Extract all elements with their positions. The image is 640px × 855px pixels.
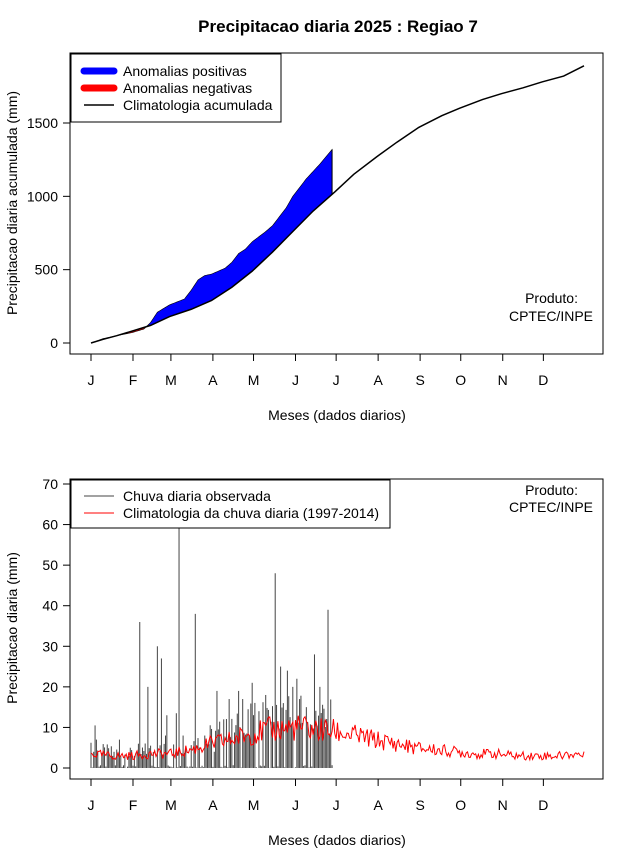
y-tick-label-bottom: 40 <box>42 598 58 614</box>
y-axis-bottom: 0 10 20 30 40 50 60 70 <box>42 476 71 776</box>
y-axis: 0 500 1000 1500 <box>27 115 71 351</box>
x-tick-label: A <box>373 372 383 388</box>
y-tick-label-bottom: 60 <box>42 517 58 533</box>
x-tick-label-bottom: M <box>248 797 260 813</box>
x-tick-label: J <box>333 372 340 388</box>
y-tick-label: 500 <box>35 262 59 278</box>
legend-bottom: Chuva diaria observada Climatologia da c… <box>70 479 391 529</box>
positive-anomaly-area <box>144 148 333 329</box>
legend-label-negative: Anomalias negativas <box>123 80 252 96</box>
x-axis-label: Meses (dados diarios) <box>268 407 406 423</box>
x-tick-label: M <box>248 372 260 388</box>
x-tick-label-bottom: D <box>538 797 548 813</box>
x-tick-label-bottom: M <box>165 797 177 813</box>
x-tick-label: J <box>88 372 95 388</box>
product-label-bottom: Produto: <box>525 482 578 498</box>
legend-box-bottom <box>70 479 391 529</box>
y-tick-label-bottom: 10 <box>42 719 58 735</box>
x-tick-label: J <box>292 372 299 388</box>
y-tick-label-bottom: 20 <box>42 679 58 695</box>
chart-title: Precipitacao diaria 2025 : Regiao 7 <box>198 17 478 36</box>
y-tick-label: 0 <box>50 335 58 351</box>
daily-chart: 0 10 20 30 40 50 60 70 J F M A M J J A S O N D Meses (dado… <box>4 476 604 848</box>
daily-climatology-line <box>90 715 585 762</box>
legend-label-observed: Chuva diaria observada <box>123 488 271 504</box>
y-axis-label: Precipitacao diaria acumulada (mm) <box>4 91 20 315</box>
legend: Anomalias positivas Anomalias negativas … <box>70 53 282 123</box>
x-tick-label: F <box>129 372 138 388</box>
y-tick-label-bottom: 30 <box>42 638 58 654</box>
cumulative-lines-layer <box>90 65 585 344</box>
x-tick-label: M <box>165 372 177 388</box>
daily-climatology-layer <box>90 715 585 762</box>
legend-label-daily-climatology: Climatologia da chuva diaria (1997-2014) <box>123 505 379 521</box>
climatology-cumulative-line <box>90 65 585 344</box>
x-tick-label-bottom: F <box>129 797 138 813</box>
y-tick-label: 1000 <box>27 188 58 204</box>
x-tick-label: N <box>498 372 508 388</box>
legend-label-positive: Anomalias positivas <box>123 63 247 79</box>
product-label: Produto: <box>525 290 578 306</box>
x-axis-label-bottom: Meses (dados diarios) <box>268 832 406 848</box>
x-tick-label-bottom: J <box>88 797 95 813</box>
x-tick-label-bottom: A <box>208 797 218 813</box>
y-tick-label-bottom: 0 <box>50 760 58 776</box>
y-tick-label-bottom: 70 <box>42 476 58 492</box>
x-tick-label-bottom: J <box>292 797 299 813</box>
y-tick-label: 1500 <box>27 115 58 131</box>
y-axis-label-bottom: Precipitacao diaria (mm) <box>4 552 20 704</box>
observed-bars-layer <box>90 480 333 768</box>
x-tick-label: O <box>455 372 466 388</box>
legend-label-climatology: Climatologia acumulada <box>123 97 273 113</box>
x-tick-label-bottom: J <box>333 797 340 813</box>
x-tick-label: A <box>208 372 218 388</box>
x-tick-label: S <box>415 372 424 388</box>
anomaly-fill-layer <box>90 148 333 344</box>
y-tick-label-bottom: 50 <box>42 557 58 573</box>
x-tick-label-bottom: A <box>373 797 383 813</box>
x-tick-label: D <box>538 372 548 388</box>
x-tick-label-bottom: N <box>498 797 508 813</box>
product-source-bottom: CPTEC/INPE <box>509 499 593 515</box>
product-source: CPTEC/INPE <box>509 308 593 324</box>
x-tick-label-bottom: O <box>455 797 466 813</box>
cumulative-chart: 0 500 1000 1500 J F M A M J J A S O N D Meses (dados d… <box>4 52 604 423</box>
x-tick-label-bottom: S <box>415 797 424 813</box>
